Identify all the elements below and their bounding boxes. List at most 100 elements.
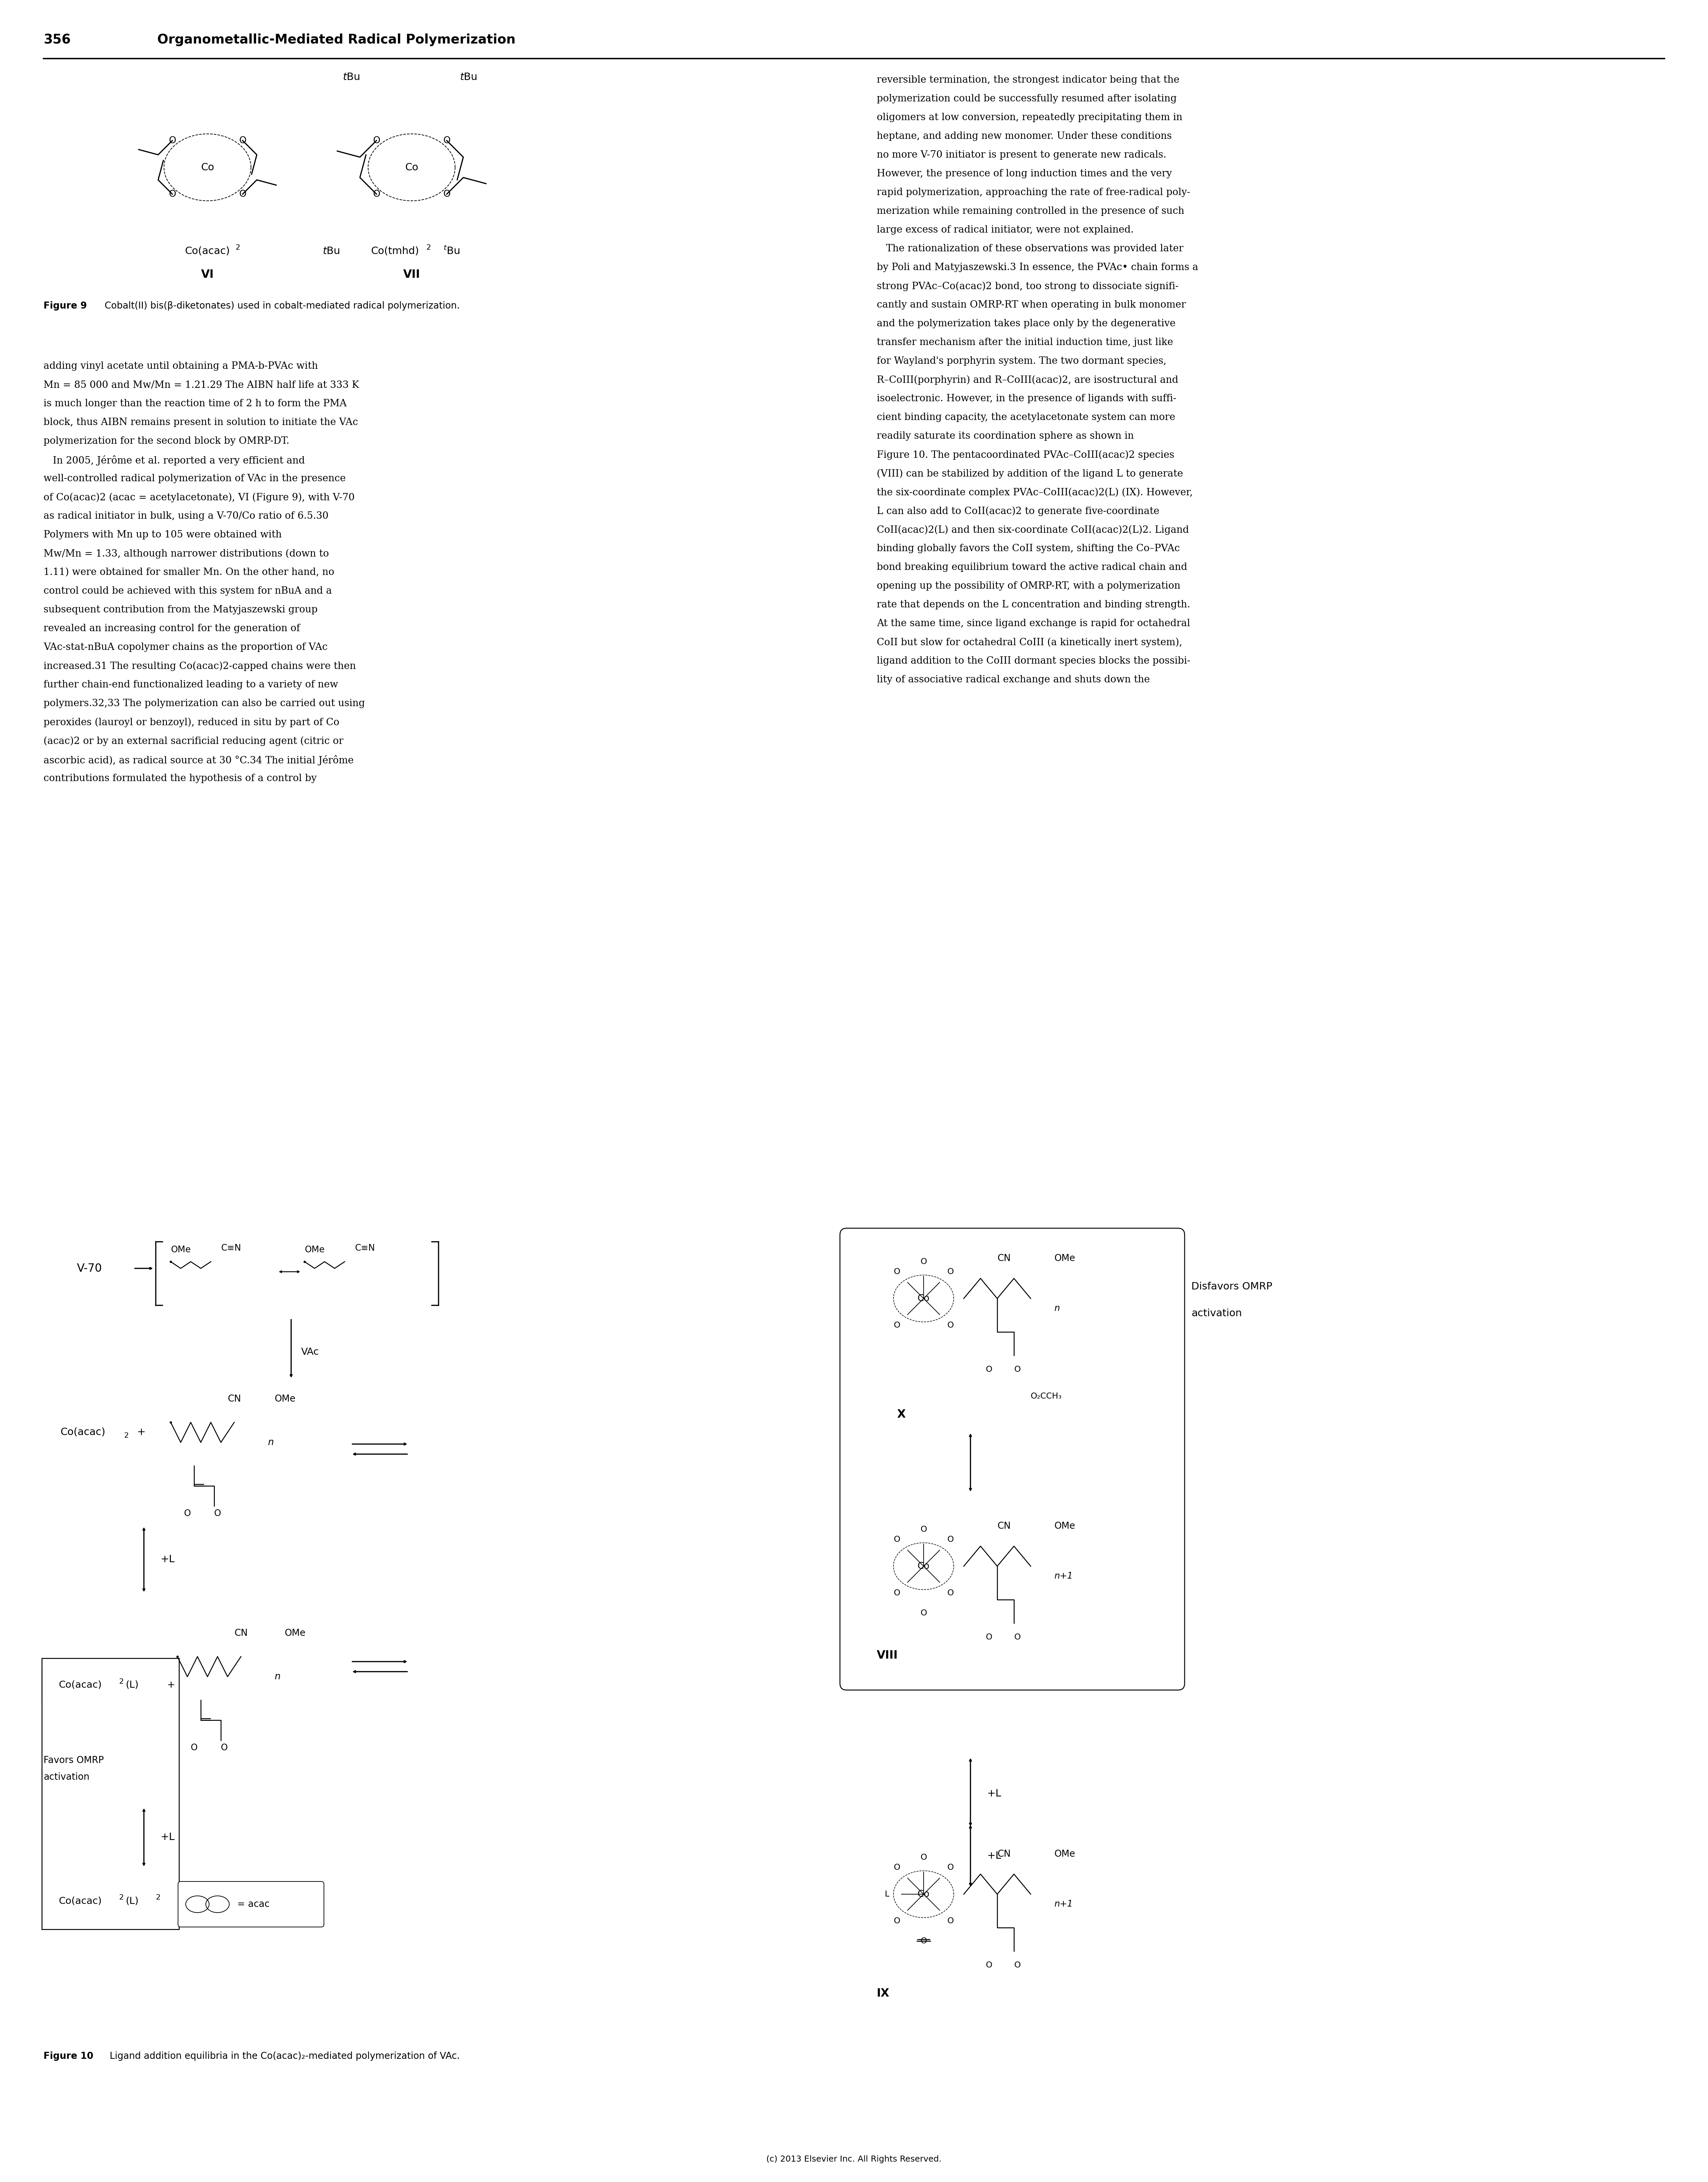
Text: 356: 356 <box>43 33 70 46</box>
Text: Figure 9: Figure 9 <box>43 301 87 310</box>
Text: Co(acac): Co(acac) <box>184 247 231 255</box>
Text: readily saturate its coordination sphere as shown in: readily saturate its coordination sphere… <box>876 432 1134 441</box>
Text: 2: 2 <box>236 244 239 251</box>
Text: lity of associative radical exchange and shuts down the: lity of associative radical exchange and… <box>876 674 1149 685</box>
Text: OMe: OMe <box>304 1246 325 1255</box>
Text: merization while remaining controlled in the presence of such: merization while remaining controlled in… <box>876 207 1184 216</box>
Text: large excess of radical initiator, were not explained.: large excess of radical initiator, were … <box>876 225 1134 236</box>
Text: Polymers with Mn up to 105 were obtained with: Polymers with Mn up to 105 were obtained… <box>43 530 282 539</box>
Text: transfer mechanism after the initial induction time, just like: transfer mechanism after the initial ind… <box>876 338 1173 347</box>
Text: VAc: VAc <box>301 1346 319 1357</box>
Text: VI: VI <box>202 268 214 279</box>
Text: n+1: n+1 <box>1054 1571 1073 1580</box>
Text: contributions formulated the hypothesis of a control by: contributions formulated the hypothesis … <box>43 775 316 783</box>
Text: OMe: OMe <box>171 1246 191 1255</box>
Text: O: O <box>239 190 246 199</box>
Text: 2: 2 <box>120 1678 123 1685</box>
Text: well-controlled radical polymerization of VAc in the presence: well-controlled radical polymerization o… <box>43 473 345 482</box>
Text: polymerization could be successfully resumed after isolating: polymerization could be successfully res… <box>876 94 1177 103</box>
Text: opening up the possibility of OMRP-RT, with a polymerization: opening up the possibility of OMRP-RT, w… <box>876 580 1180 591</box>
Text: O: O <box>239 135 246 146</box>
Text: (c) 2013 Elsevier Inc. All Rights Reserved.: (c) 2013 Elsevier Inc. All Rights Reserv… <box>767 2156 941 2162</box>
Text: n: n <box>1054 1305 1059 1314</box>
Text: Organometallic-Mediated Radical Polymerization: Organometallic-Mediated Radical Polymeri… <box>157 33 516 46</box>
Text: (L): (L) <box>125 1896 138 1905</box>
Text: O: O <box>1015 1366 1021 1372</box>
Text: ascorbic acid), as radical source at 30 °C.34 The initial Jérôme: ascorbic acid), as radical source at 30 … <box>43 755 354 766</box>
Text: and the polymerization takes place only by the degenerative: and the polymerization takes place only … <box>876 319 1175 327</box>
Text: R–CoIII(porphyrin) and R–CoIII(acac)2, are isostructural and: R–CoIII(porphyrin) and R–CoIII(acac)2, a… <box>876 375 1179 384</box>
Text: OMe: OMe <box>1054 1850 1074 1859</box>
Text: OMe: OMe <box>275 1394 295 1403</box>
Text: Co: Co <box>917 1890 929 1898</box>
Text: O: O <box>986 1632 992 1641</box>
Text: n: n <box>275 1671 280 1682</box>
Text: no more V-70 initiator is present to generate new radicals.: no more V-70 initiator is present to gen… <box>876 151 1167 159</box>
Text: L can also add to CoII(acac)2 to generate five-coordinate: L can also add to CoII(acac)2 to generat… <box>876 506 1160 515</box>
Text: Disfavors OMRP: Disfavors OMRP <box>1190 1281 1272 1292</box>
Text: CN: CN <box>227 1394 241 1403</box>
Text: O: O <box>169 135 176 146</box>
Text: O: O <box>372 135 381 146</box>
Text: VIII: VIII <box>876 1650 898 1661</box>
Text: heptane, and adding new monomer. Under these conditions: heptane, and adding new monomer. Under t… <box>876 131 1172 142</box>
Text: (L): (L) <box>125 1680 138 1689</box>
Text: (VIII) can be stabilized by addition of the ligand L to generate: (VIII) can be stabilized by addition of … <box>876 469 1184 478</box>
Text: O₂CCH₃: O₂CCH₃ <box>1030 1392 1062 1401</box>
Text: subsequent contribution from the Matyjaszewski group: subsequent contribution from the Matyjas… <box>43 604 318 615</box>
Text: the six-coordinate complex PVAc–CoIII(acac)2(L) (IX). However,: the six-coordinate complex PVAc–CoIII(ac… <box>876 487 1192 497</box>
Text: $t$Bu: $t$Bu <box>323 247 340 255</box>
Text: CoII(acac)2(L) and then six-coordinate CoII(acac)2(L)2. Ligand: CoII(acac)2(L) and then six-coordinate C… <box>876 526 1189 535</box>
Text: O: O <box>372 190 381 199</box>
Text: O: O <box>1015 1632 1021 1641</box>
Text: cient binding capacity, the acetylacetonate system can more: cient binding capacity, the acetylaceton… <box>876 412 1175 421</box>
Text: $t$Bu: $t$Bu <box>459 72 477 83</box>
Text: Co: Co <box>405 161 418 172</box>
Text: +L: +L <box>161 1554 174 1564</box>
Text: O: O <box>893 1268 900 1276</box>
Text: 2: 2 <box>425 244 430 251</box>
Text: Co(acac): Co(acac) <box>58 1680 102 1689</box>
Text: O: O <box>893 1588 900 1597</box>
Text: O: O <box>893 1322 900 1329</box>
Text: O: O <box>948 1322 953 1329</box>
Text: O: O <box>948 1918 953 1925</box>
Text: (acac)2 or by an external sacrificial reducing agent (citric or: (acac)2 or by an external sacrificial re… <box>43 735 343 746</box>
Text: O: O <box>948 1268 953 1276</box>
Text: O: O <box>893 1918 900 1925</box>
Text: binding globally favors the CoII system, shifting the Co–PVAc: binding globally favors the CoII system,… <box>876 543 1180 554</box>
Text: of Co(acac)2 (acac = acetylacetonate), VI (Figure 9), with V-70: of Co(acac)2 (acac = acetylacetonate), V… <box>43 493 355 502</box>
Text: polymerization for the second block by OMRP-DT.: polymerization for the second block by O… <box>43 436 289 445</box>
Text: O: O <box>948 1588 953 1597</box>
Text: Ligand addition equilibria in the Co(acac)₂-mediated polymerization of VAc.: Ligand addition equilibria in the Co(aca… <box>104 2051 459 2060</box>
Text: O: O <box>442 135 451 146</box>
Text: activation: activation <box>43 1772 89 1783</box>
Text: Co(acac): Co(acac) <box>58 1896 102 1905</box>
Text: rapid polymerization, approaching the rate of free-radical poly-: rapid polymerization, approaching the ra… <box>876 188 1190 196</box>
Text: O: O <box>1015 1962 1021 1968</box>
Text: polymers.32,33 The polymerization can also be carried out using: polymers.32,33 The polymerization can al… <box>43 698 366 709</box>
Text: revealed an increasing control for the generation of: revealed an increasing control for the g… <box>43 624 301 633</box>
Text: Figure 10. The pentacoordinated PVAc–CoIII(acac)2 species: Figure 10. The pentacoordinated PVAc–CoI… <box>876 449 1175 460</box>
Text: n: n <box>268 1438 273 1447</box>
Text: At the same time, since ligand exchange is rapid for octahedral: At the same time, since ligand exchange … <box>876 620 1190 628</box>
Text: Co: Co <box>917 1294 929 1303</box>
Text: Co: Co <box>917 1562 929 1571</box>
Text: reversible termination, the strongest indicator being that the: reversible termination, the strongest in… <box>876 76 1180 85</box>
Text: VAc-stat-nBuA copolymer chains as the proportion of VAc: VAc-stat-nBuA copolymer chains as the pr… <box>43 642 328 652</box>
Text: VII: VII <box>403 268 420 279</box>
Text: Co(tmhd): Co(tmhd) <box>371 247 418 255</box>
Text: cantly and sustain OMRP-RT when operating in bulk monomer: cantly and sustain OMRP-RT when operatin… <box>876 301 1185 310</box>
Text: O: O <box>893 1536 900 1543</box>
Text: O: O <box>921 1525 927 1534</box>
Text: rate that depends on the L concentration and binding strength.: rate that depends on the L concentration… <box>876 600 1190 609</box>
Text: isoelectronic. However, in the presence of ligands with suffi-: isoelectronic. However, in the presence … <box>876 395 1177 404</box>
Text: 2: 2 <box>120 1894 123 1901</box>
Text: X: X <box>897 1410 905 1420</box>
Text: OMe: OMe <box>1054 1521 1074 1532</box>
Text: +: + <box>133 1427 145 1438</box>
Text: OMe: OMe <box>285 1628 306 1639</box>
Text: O: O <box>948 1536 953 1543</box>
Text: 2: 2 <box>155 1894 161 1901</box>
FancyBboxPatch shape <box>41 1658 179 1929</box>
